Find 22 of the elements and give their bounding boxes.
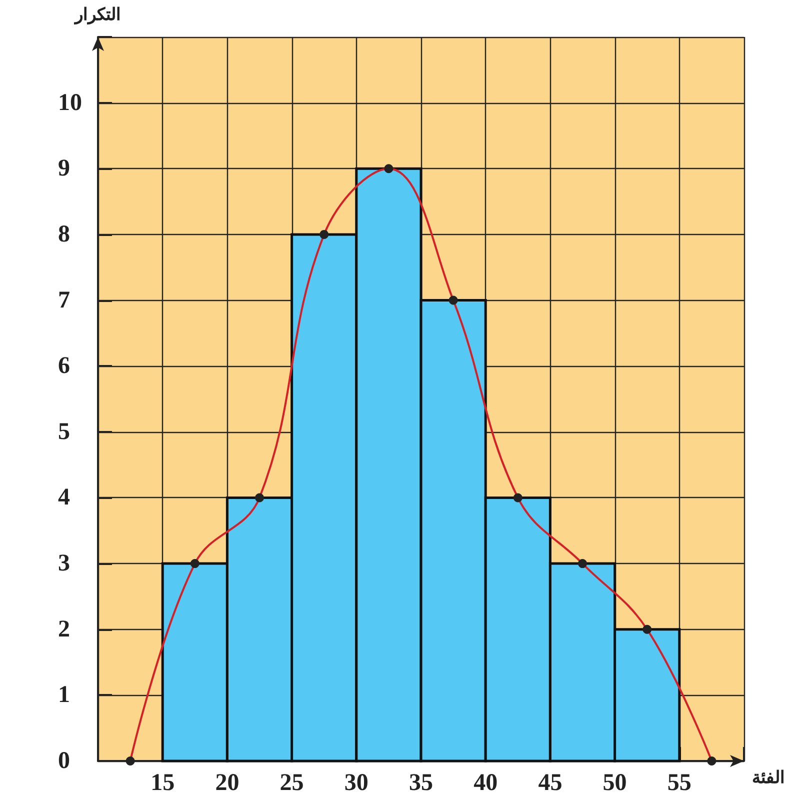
x-tick-label: 40 [474, 770, 498, 796]
x-tick-label: 25 [280, 770, 304, 796]
y-tick-label: 2 [58, 616, 70, 642]
x-tick-label: 50 [602, 770, 627, 796]
x-axis-title: الفئة [752, 768, 785, 787]
x-tick-label: 45 [538, 770, 562, 796]
y-tick-label: 1 [58, 682, 70, 708]
y-tick-label: 7 [58, 287, 70, 314]
y-tick-label: 6 [58, 353, 70, 380]
y-tick-label: 5 [58, 418, 70, 445]
y-tick-label: 3 [58, 550, 70, 577]
y-tick-label: 0 [58, 748, 70, 774]
x-tick-label: 15 [150, 770, 175, 796]
x-tick-label: 30 [344, 770, 368, 796]
x-tick-label: 35 [409, 770, 433, 796]
y-tick-label: 10 [58, 90, 82, 116]
x-tick-label: 20 [215, 770, 240, 796]
y-tick-label: 4 [58, 484, 70, 511]
y-tick-label: 9 [58, 156, 70, 182]
x-tick-label: 55 [667, 770, 692, 796]
y-axis-title: التكرار [73, 5, 121, 25]
y-tick-label: 8 [58, 221, 70, 248]
